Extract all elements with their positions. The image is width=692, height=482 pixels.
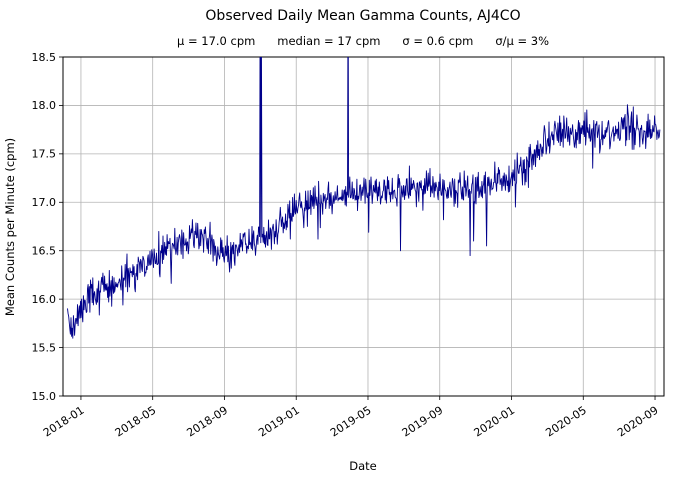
y-tick-label: 15.5 (32, 341, 57, 354)
y-tick-label: 16.0 (32, 293, 57, 306)
x-tick-label: 2020-09 (615, 404, 661, 440)
x-axis-label: Date (349, 459, 377, 473)
x-tick-label: 2019-05 (328, 404, 374, 440)
x-tick-label: 2020-05 (543, 404, 589, 440)
x-tick-label: 2018-01 (41, 404, 87, 440)
y-tick-label: 17.0 (32, 196, 57, 209)
y-tick-label: 18.0 (32, 99, 57, 112)
y-tick-label: 18.5 (32, 51, 57, 64)
y-axis-label: Mean Counts per Minute (cpm) (3, 138, 17, 316)
x-tick-label: 2019-01 (256, 404, 302, 440)
data-series-line (67, 57, 661, 339)
x-tick-label: 2019-09 (400, 404, 446, 440)
y-tick-label: 15.0 (32, 390, 57, 403)
chart-stats-line: μ = 17.0 cpm median = 17 cpm σ = 0.6 cpm… (177, 34, 549, 48)
x-tick-label: 2018-09 (184, 404, 230, 440)
chart-title: Observed Daily Mean Gamma Counts, AJ4CO (205, 8, 520, 24)
x-tick-label: 2020-01 (472, 404, 518, 440)
x-tick-label: 2018-05 (113, 404, 159, 440)
y-tick-label: 17.5 (32, 148, 57, 161)
plot-border (62, 56, 665, 397)
plot-area: 15.0 15.5 16.0 16.5 17.0 17.5 18.0 18.5 2018-01 2… (32, 51, 665, 440)
y-tick-label: 16.5 (32, 245, 57, 258)
